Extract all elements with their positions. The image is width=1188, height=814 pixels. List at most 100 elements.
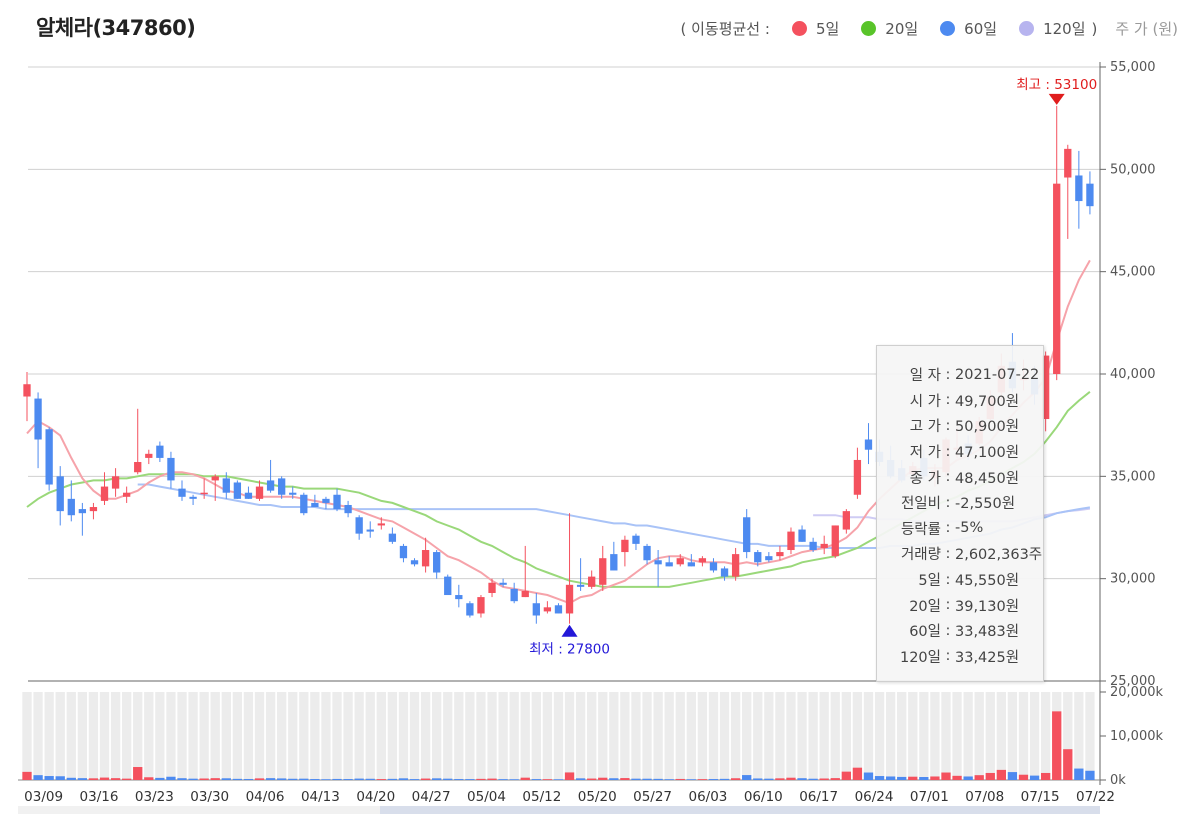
tooltip-separator: : — [945, 597, 951, 614]
volume-background-column — [277, 692, 287, 780]
volume-bar — [398, 778, 409, 780]
volume-background-column — [398, 692, 409, 780]
candle-body — [599, 558, 607, 585]
volume-bar — [542, 779, 553, 780]
volume-background-column — [753, 692, 763, 780]
volume-bar — [310, 779, 320, 780]
price-unit-label: 주 가 (원) — [1115, 20, 1178, 38]
volume-background-column — [531, 692, 541, 780]
candle-body — [67, 498, 75, 516]
candle-body — [676, 558, 684, 565]
volume-bar — [22, 771, 32, 780]
volume-bar — [897, 776, 907, 780]
legend-120day-dot[interactable] — [1019, 21, 1035, 36]
volume-bar — [443, 778, 453, 780]
legend-20day-dot[interactable] — [861, 21, 877, 36]
legend-5day-dot[interactable] — [791, 21, 807, 36]
candle-body — [388, 533, 397, 542]
volume-bar — [66, 777, 76, 780]
volume-background-column — [88, 692, 99, 780]
candle-body — [34, 398, 42, 440]
volume-bar — [697, 779, 708, 780]
range-scrollbar-thumb[interactable] — [380, 806, 1100, 814]
volume-background-column — [188, 692, 198, 780]
volume-background-column — [620, 692, 630, 780]
volume-background-column — [797, 692, 807, 780]
candle-body — [134, 462, 142, 473]
volume-background-column — [863, 692, 874, 780]
volume-bar — [1085, 770, 1095, 780]
volume-bar — [575, 778, 586, 780]
tooltip-row: 저 가:47,100원 — [877, 439, 1043, 465]
candle-body — [466, 603, 474, 616]
volume-background-column — [166, 692, 176, 780]
candle-body — [621, 539, 629, 553]
volume-background-column — [44, 692, 54, 780]
price-tooltip: 일 자:2021-07-22 시 가:49,700원 고 가:50,900원 저 가:… — [876, 345, 1044, 682]
price-tick-label: 30,000 — [1110, 572, 1156, 587]
volume-bar — [764, 778, 774, 780]
volume-bar — [487, 778, 497, 780]
volume-background-column — [708, 692, 719, 780]
volume-background-column — [409, 692, 420, 780]
volume-background-column — [742, 692, 752, 780]
volume-bar — [553, 779, 564, 780]
candle-body — [1053, 183, 1061, 374]
volume-bar — [1029, 775, 1040, 780]
candle-body — [698, 558, 707, 563]
legend-60day-dot[interactable] — [940, 21, 956, 36]
candle-body — [89, 507, 98, 512]
candle-body — [56, 476, 64, 512]
candle-body — [477, 597, 485, 614]
volume-bar — [730, 778, 741, 780]
volume-bar — [409, 779, 420, 780]
volume-bar — [996, 769, 1007, 780]
volume-bar — [221, 778, 231, 780]
volume-bar — [531, 779, 541, 780]
candle-body — [455, 595, 463, 600]
candle-body — [864, 439, 873, 450]
volume-background-column — [575, 692, 586, 780]
candle-body — [233, 482, 242, 499]
volume-background-column — [609, 692, 619, 780]
volume-background-column — [564, 692, 575, 780]
candle-body — [853, 459, 862, 495]
volume-background-column — [110, 692, 121, 780]
volume-bar — [830, 778, 840, 780]
volume-background-column — [265, 692, 276, 780]
volume-bar — [376, 779, 386, 780]
candle-body — [122, 492, 131, 497]
date-tick-label: 05/20 — [578, 789, 617, 805]
volume-background-column — [454, 692, 464, 780]
legend-5day-label[interactable]: 5일 — [815, 20, 840, 38]
candle-body — [333, 494, 341, 510]
candle-body — [665, 562, 673, 567]
tooltip-separator: : — [945, 469, 951, 486]
candle-body — [200, 492, 208, 495]
legend-120day-label[interactable]: 120일 — [1043, 20, 1086, 38]
tooltip-value: 33,425원 — [955, 649, 1020, 666]
tooltip-key: 거래량 — [900, 547, 941, 564]
candle-body — [743, 517, 751, 553]
volume-background-column — [299, 692, 309, 780]
date-tick-label: 06/24 — [855, 789, 894, 805]
candle-body — [399, 545, 408, 559]
volume-background-column — [808, 692, 818, 780]
volume-bar — [974, 775, 984, 780]
tooltip-row: 20일:39,130원 — [877, 592, 1043, 618]
volume-bar — [155, 777, 165, 780]
legend-60day-label[interactable]: 60일 — [964, 20, 998, 38]
legend-20day-label[interactable]: 20일 — [885, 20, 919, 38]
volume-bar — [465, 779, 475, 780]
volume-bar — [963, 776, 973, 780]
tooltip-separator: : — [945, 392, 951, 409]
volume-bar — [166, 776, 176, 780]
tooltip-row: 고 가:50,900원 — [877, 413, 1043, 439]
volume-background-column — [764, 692, 774, 780]
candle-body — [300, 494, 308, 514]
volume-background-column — [520, 692, 530, 780]
volume-bar — [808, 778, 818, 780]
volume-bar — [952, 775, 962, 780]
chart-title: 알체라(347860) — [36, 16, 196, 40]
